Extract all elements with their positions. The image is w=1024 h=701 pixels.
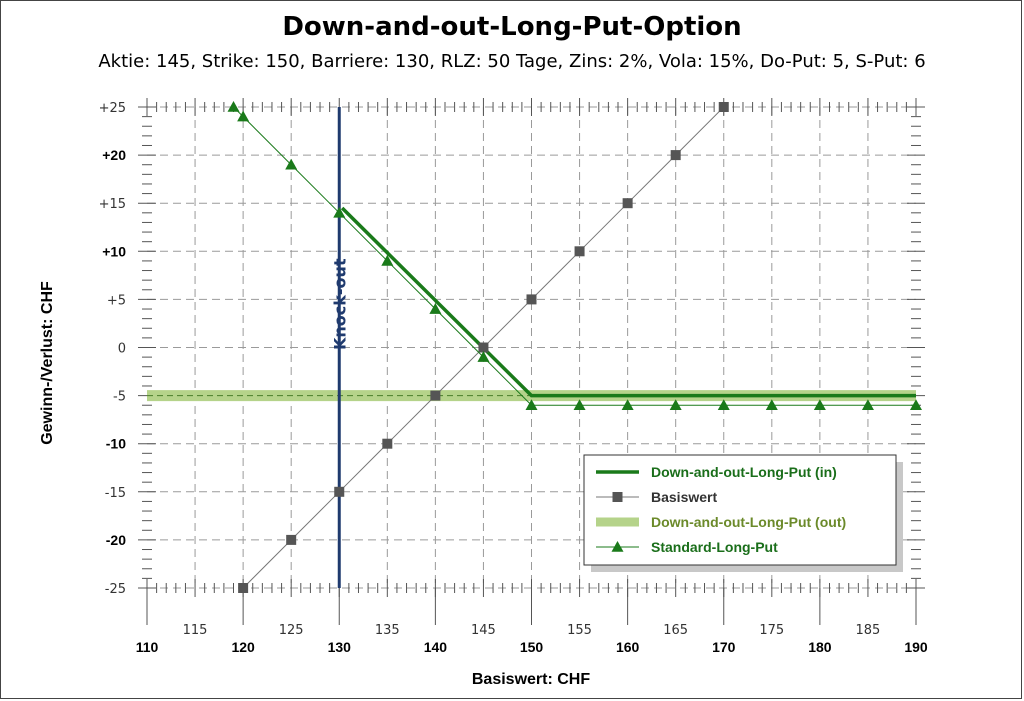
standard-put-point <box>765 399 778 411</box>
standard-put-point <box>477 351 490 362</box>
y-tick-label: -20 <box>106 532 126 548</box>
standard-put-point <box>813 399 826 411</box>
x-tick-label: 110 <box>136 639 159 655</box>
x-tick-label: 125 <box>279 623 304 638</box>
basiswert-point <box>718 102 729 112</box>
x-tick-label: 165 <box>663 623 688 638</box>
basiswert-point <box>478 342 489 353</box>
series-line-standard-put <box>233 106 916 406</box>
basiswert-point <box>526 294 537 305</box>
standard-put-point <box>573 399 586 411</box>
basiswert-point <box>574 246 585 257</box>
basiswert-point <box>334 486 345 497</box>
chart-subtitle: Aktie: 145, Strike: 150, Barriere: 130, … <box>98 51 925 72</box>
basiswert-point <box>238 583 249 593</box>
chart-title: Down-and-out-Long-Put-Option <box>282 12 741 42</box>
standard-put-point <box>333 206 346 218</box>
x-tick-label: 145 <box>471 623 496 638</box>
standard-put-point <box>285 158 298 170</box>
y-axis-title: Gewinn-/Verlust: CHF <box>39 281 56 445</box>
y-tick-label: -10 <box>106 436 126 452</box>
y-tick-label: +10 <box>102 243 126 259</box>
legend: Down-and-out-Long-Put (in) Basiswert Down-… <box>583 454 903 572</box>
standard-put-point <box>621 399 634 411</box>
y-tick-label: +15 <box>99 197 126 212</box>
legend-marker-triangle <box>611 541 624 552</box>
series-line-in <box>340 206 916 398</box>
legend-label: Basiswert <box>651 489 717 505</box>
standard-put-point <box>237 110 250 122</box>
y-tick-label: -25 <box>105 582 126 597</box>
y-tick-label: -5 <box>113 390 126 405</box>
x-tick-label: 160 <box>616 639 640 655</box>
standard-put-point <box>861 399 874 411</box>
standard-put-point <box>525 399 538 411</box>
x-tick-label: 185 <box>856 623 881 638</box>
x-tick-label: 120 <box>231 639 255 655</box>
basiswert-point <box>670 150 681 161</box>
y-tick-label: +5 <box>107 293 126 308</box>
y-tick-label: +25 <box>99 101 126 116</box>
x-tick-label: 175 <box>759 623 784 638</box>
standard-put-point <box>429 303 442 314</box>
basiswert-point <box>286 534 297 545</box>
x-tick-label: 150 <box>520 639 544 655</box>
x-axis-title: Basiswert: CHF <box>472 671 590 688</box>
x-tick-label: 115 <box>183 623 208 638</box>
basiswert-point <box>430 390 441 401</box>
x-tick-label: 155 <box>567 623 592 638</box>
legend-marker-square <box>612 492 623 502</box>
standard-put-point <box>717 399 730 411</box>
legend-label: Down-and-out-Long-Put (out) <box>651 514 846 530</box>
y-tick-label: -15 <box>105 486 126 501</box>
basiswert-point <box>622 198 633 209</box>
legend-label: Standard-Long-Put <box>651 539 778 555</box>
y-tick-label: +20 <box>102 147 126 163</box>
standard-put-point <box>227 101 240 112</box>
barrier-label: Knock-out <box>330 258 349 350</box>
basiswert-point <box>382 438 393 449</box>
x-tick-label: 170 <box>712 639 736 655</box>
x-tick-label: 190 <box>904 639 928 655</box>
x-tick-label: 140 <box>424 639 448 655</box>
x-tick-label: 130 <box>328 639 352 655</box>
x-tick-label: 180 <box>808 639 832 655</box>
standard-put-point <box>381 254 394 266</box>
standard-put-point <box>910 399 922 411</box>
y-tick-label: 0 <box>118 342 126 357</box>
x-tick-label: 135 <box>375 623 400 638</box>
legend-label: Down-and-out-Long-Put (in) <box>651 464 837 480</box>
standard-put-point <box>669 399 682 411</box>
